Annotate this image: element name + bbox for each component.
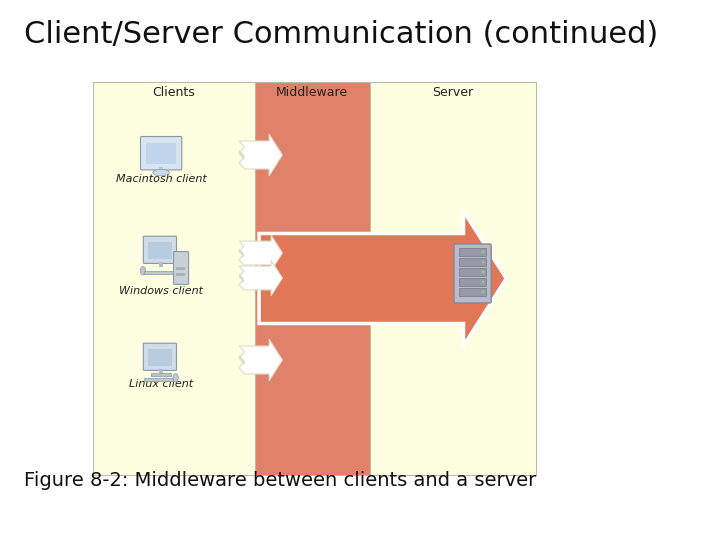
FancyBboxPatch shape — [140, 137, 181, 170]
Text: Windows client: Windows client — [119, 286, 203, 296]
FancyBboxPatch shape — [454, 244, 491, 303]
Text: Middleware: Middleware — [276, 86, 348, 99]
Polygon shape — [259, 211, 506, 346]
FancyBboxPatch shape — [143, 343, 176, 370]
FancyBboxPatch shape — [459, 258, 487, 266]
Ellipse shape — [140, 267, 145, 275]
Bar — [148, 349, 172, 366]
FancyBboxPatch shape — [459, 278, 487, 286]
Polygon shape — [239, 134, 282, 176]
Circle shape — [482, 260, 485, 264]
Bar — [176, 267, 185, 270]
Bar — [144, 378, 174, 381]
Polygon shape — [239, 260, 282, 296]
Bar — [146, 144, 176, 164]
Circle shape — [482, 251, 485, 253]
Text: Figure 8-2: Middleware between clients and a server: Figure 8-2: Middleware between clients a… — [24, 471, 536, 490]
Polygon shape — [239, 235, 282, 271]
Circle shape — [482, 291, 485, 294]
Bar — [159, 167, 163, 173]
Text: Server: Server — [432, 86, 473, 99]
Text: Clients: Clients — [153, 86, 195, 99]
FancyBboxPatch shape — [143, 236, 176, 264]
Bar — [148, 242, 172, 259]
Text: Linux client: Linux client — [129, 379, 193, 389]
Ellipse shape — [173, 374, 179, 382]
Bar — [176, 273, 185, 276]
Circle shape — [482, 280, 485, 284]
Bar — [370, 82, 536, 475]
Bar — [144, 271, 174, 274]
Bar — [159, 369, 163, 374]
FancyBboxPatch shape — [459, 288, 487, 295]
FancyBboxPatch shape — [459, 268, 487, 275]
Text: Client/Server Communication (continued): Client/Server Communication (continued) — [24, 20, 659, 49]
Text: Macintosh client: Macintosh client — [116, 174, 207, 184]
Circle shape — [482, 271, 485, 273]
FancyBboxPatch shape — [174, 252, 189, 285]
FancyBboxPatch shape — [459, 248, 487, 255]
Bar — [159, 261, 163, 267]
Bar — [94, 82, 255, 475]
Ellipse shape — [153, 170, 169, 176]
Bar — [151, 373, 171, 376]
Bar — [255, 82, 370, 475]
Polygon shape — [239, 339, 282, 381]
